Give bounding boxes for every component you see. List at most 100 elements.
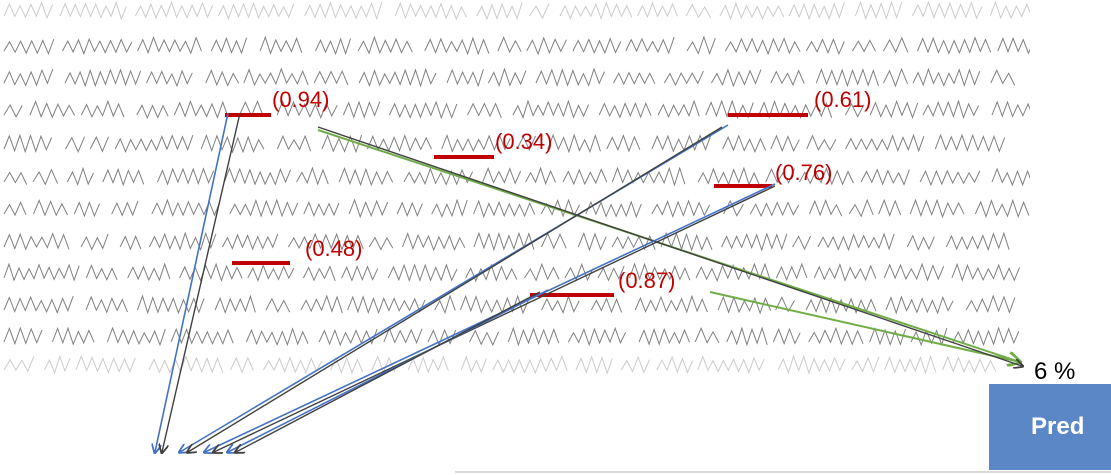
manuscript-scribble bbox=[119, 234, 142, 251]
predict-button[interactable]: Pred bbox=[989, 384, 1111, 470]
word-underline-2 bbox=[728, 113, 808, 117]
manuscript-scribble bbox=[575, 355, 613, 375]
manuscript-scribble bbox=[651, 134, 712, 153]
manuscript-scribble bbox=[342, 100, 381, 119]
manuscript-scribble bbox=[66, 166, 94, 186]
manuscript-scribble bbox=[347, 295, 426, 315]
manuscript-scribble bbox=[726, 326, 768, 347]
manuscript-scribble bbox=[469, 329, 500, 347]
manuscript-scribble bbox=[85, 264, 118, 281]
manuscript-scribble bbox=[303, 201, 340, 218]
manuscript-scribble bbox=[806, 134, 837, 152]
manuscript-scribble bbox=[851, 356, 880, 374]
manuscript-scribble bbox=[29, 100, 76, 119]
manuscript-scribble bbox=[772, 327, 801, 346]
word-underline-5 bbox=[232, 261, 290, 265]
manuscript-scribble bbox=[482, 167, 522, 185]
manuscript-scribble bbox=[259, 35, 303, 55]
manuscript-scribble bbox=[656, 355, 694, 374]
manuscript-scribble bbox=[724, 37, 801, 56]
manuscript-scribble bbox=[387, 263, 458, 282]
manuscript-scribble bbox=[151, 198, 221, 217]
manuscript-scribble bbox=[723, 199, 744, 217]
manuscript-scribble bbox=[694, 327, 720, 344]
manuscript-scribble bbox=[3, 295, 74, 314]
manuscript-scribble bbox=[906, 234, 935, 252]
manuscript-scribble bbox=[302, 265, 336, 282]
word-underline-3 bbox=[434, 155, 494, 159]
manuscript-scribble bbox=[770, 134, 800, 153]
manuscript-scribble bbox=[276, 134, 312, 152]
manuscript-scribble bbox=[860, 168, 910, 186]
manuscript-scribble bbox=[427, 328, 457, 347]
manuscript-scribble bbox=[598, 101, 652, 119]
manuscript-scribble bbox=[136, 104, 169, 120]
manuscript-scribble bbox=[541, 294, 580, 315]
manuscript-scribble bbox=[808, 326, 864, 346]
manuscript-scribble bbox=[854, 0, 903, 21]
manuscript-scribble bbox=[989, 0, 1030, 20]
manuscript-scribble bbox=[3, 68, 54, 87]
manuscript-scribble bbox=[371, 355, 396, 374]
manuscript-scribble bbox=[507, 326, 560, 347]
manuscript-scribble bbox=[883, 67, 908, 88]
manuscript-scribble bbox=[492, 354, 568, 375]
score-label-2: (0.61) bbox=[814, 87, 872, 112]
manuscript-scribble bbox=[383, 327, 423, 345]
manuscript-scribble bbox=[567, 326, 627, 347]
manuscript-scribble bbox=[262, 356, 323, 374]
manuscript-scribble bbox=[917, 36, 992, 55]
manuscript-scribble bbox=[424, 36, 490, 56]
manuscript-scribble bbox=[265, 297, 291, 313]
manuscript-scribble bbox=[577, 231, 607, 252]
manuscript-scribble bbox=[777, 354, 846, 375]
manuscript-scribble bbox=[625, 37, 675, 55]
manuscript-scribble bbox=[638, 327, 690, 346]
manuscript-scribble bbox=[912, 67, 981, 87]
word-underline-6 bbox=[530, 293, 614, 297]
manuscript-scribble bbox=[717, 295, 772, 315]
manuscript-scribble bbox=[3, 262, 80, 282]
manuscript-scribble bbox=[922, 99, 980, 120]
manuscript-scribble bbox=[541, 232, 567, 250]
manuscript-scribble bbox=[535, 67, 605, 87]
manuscript-scribble bbox=[136, 294, 205, 315]
manuscript-scribble bbox=[296, 166, 329, 186]
manuscript-scribble bbox=[805, 38, 845, 56]
manuscript-scribble bbox=[997, 37, 1030, 55]
manuscript-scribble bbox=[111, 200, 139, 217]
manuscript-scribble bbox=[685, 3, 712, 19]
manuscript-scribble bbox=[358, 67, 437, 88]
manuscript-scribble bbox=[321, 134, 363, 154]
manuscript-scribble bbox=[844, 102, 865, 118]
manuscript-scribble bbox=[407, 355, 449, 374]
manuscript-scribble bbox=[705, 99, 754, 120]
manuscript-scribble bbox=[247, 264, 295, 283]
manuscript-scribble bbox=[210, 36, 248, 55]
manuscript-scribble bbox=[402, 232, 466, 252]
manuscript-scribble bbox=[73, 201, 100, 218]
manuscript-scribble bbox=[43, 355, 71, 375]
manuscript-scribble bbox=[611, 234, 656, 251]
manuscript-scribble bbox=[156, 167, 215, 186]
manuscript-scribble bbox=[805, 296, 877, 315]
manuscript-scribble bbox=[910, 327, 948, 347]
score-label-5: (0.48) bbox=[305, 236, 363, 261]
manuscript-scribble bbox=[3, 171, 28, 185]
manuscript-scribble bbox=[512, 99, 590, 119]
manuscript-scribble bbox=[80, 99, 125, 118]
manuscript-scribble bbox=[245, 327, 309, 347]
manuscript-scribble bbox=[878, 198, 902, 217]
manuscript-scribble bbox=[710, 68, 762, 88]
manuscript-scribble bbox=[315, 37, 352, 56]
manuscript-scribble bbox=[884, 354, 937, 375]
manuscript-scribble bbox=[758, 99, 833, 119]
manuscript-scribble bbox=[148, 231, 217, 252]
manuscript-scribble bbox=[473, 199, 536, 219]
manuscript-scribble bbox=[497, 36, 522, 54]
manuscript-scribble bbox=[663, 70, 704, 87]
manuscript-image bbox=[3, 0, 1030, 375]
manuscript-scribble bbox=[697, 355, 765, 374]
manuscript-scribble bbox=[148, 355, 224, 375]
manuscript-scribble bbox=[102, 167, 145, 187]
